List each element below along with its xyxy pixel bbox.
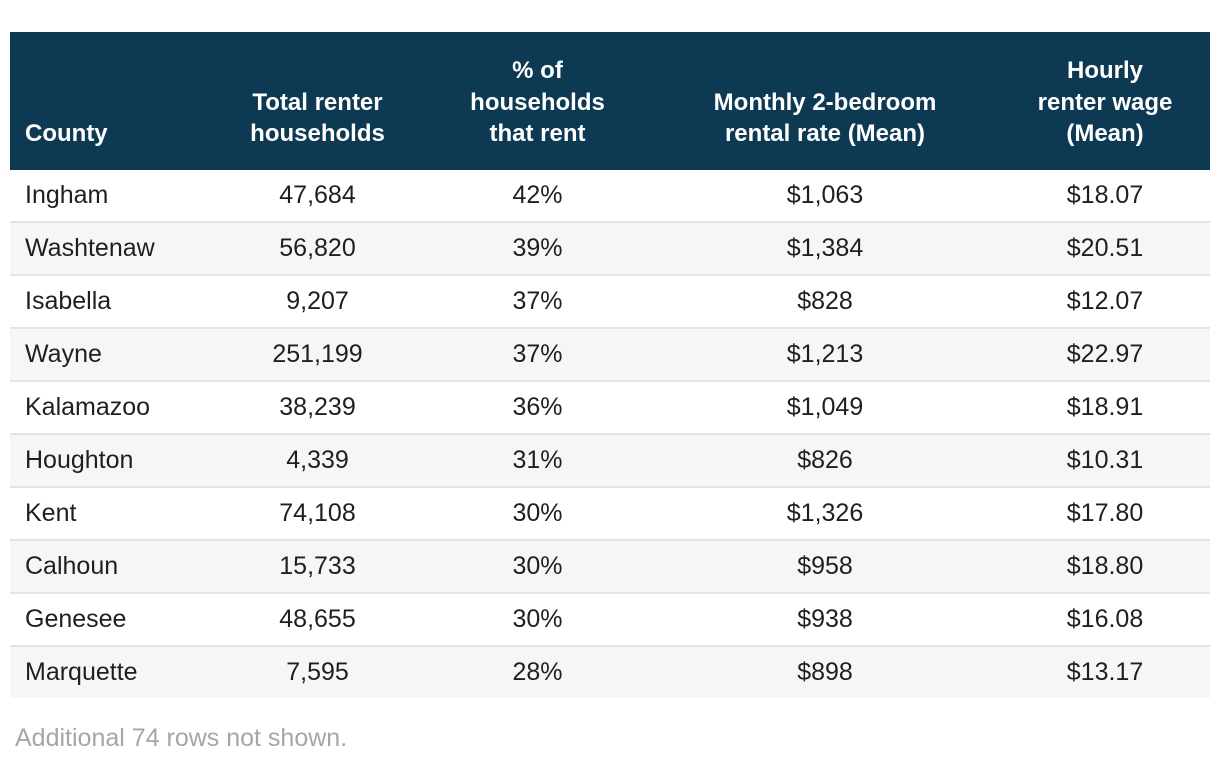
value-cell: 37% [512, 340, 563, 368]
value-cell: $1,049 [786, 393, 864, 421]
value-cell: 30% [512, 605, 563, 633]
value-cell: 31% [512, 446, 563, 474]
value-cell: $898 [797, 658, 853, 686]
county-cell: Kent [25, 499, 77, 527]
value-cell: 47,684 [279, 181, 356, 209]
value-cell: 38,239 [279, 393, 356, 421]
value-cell: 74,108 [279, 499, 356, 527]
table-row: Calhoun 15,733 30% $958 $18.80 [10, 540, 1210, 593]
county-cell: Calhoun [25, 552, 119, 580]
table-row: Kalamazoo 38,239 36% $1,049 $18.91 [10, 381, 1210, 434]
county-cell: Washtenaw [25, 234, 155, 262]
value-cell: $18.07 [1066, 181, 1144, 209]
value-cell: 15,733 [279, 552, 356, 580]
column-header: Hourly renter wage (Mean) [1000, 32, 1210, 170]
table-row: Marquette 7,595 28% $898 $13.17 [10, 646, 1210, 698]
value-cell: $16.08 [1066, 605, 1144, 633]
column-header: Total renter households [210, 32, 425, 170]
value-cell: $958 [797, 552, 853, 580]
county-cell: Houghton [25, 446, 134, 474]
column-header: Monthly 2-bedroom rental rate (Mean) [650, 32, 1000, 170]
value-cell: $1,213 [786, 340, 864, 368]
value-cell: 37% [512, 287, 563, 315]
table-header: County Total renter households% of househ… [10, 32, 1210, 170]
value-cell: 9,207 [286, 287, 349, 315]
value-cell: 251,199 [272, 340, 363, 368]
value-cell: 30% [512, 552, 563, 580]
value-cell: $828 [797, 287, 853, 315]
value-cell: $12.07 [1066, 287, 1144, 315]
value-cell: $18.91 [1066, 393, 1144, 421]
column-header: County [10, 32, 210, 170]
table-row: Isabella 9,207 37% $828 $12.07 [10, 275, 1210, 328]
table-row: Genesee 48,655 30% $938 $16.08 [10, 593, 1210, 646]
value-cell: $17.80 [1066, 499, 1144, 527]
county-cell: Wayne [25, 340, 102, 368]
value-cell: 42% [512, 181, 563, 209]
county-cell: Marquette [25, 658, 138, 686]
value-cell: $826 [797, 446, 853, 474]
value-cell: $938 [797, 605, 853, 633]
value-cell: 7,595 [286, 658, 349, 686]
value-cell: $18.80 [1066, 552, 1144, 580]
value-cell: $1,063 [786, 181, 864, 209]
table-body: Ingham 47,684 42% $1,063 $18.07 Washtenaw 56,8… [10, 170, 1210, 698]
value-cell: 56,820 [279, 234, 356, 262]
table-row: Kent 74,108 30% $1,326 $17.80 [10, 487, 1210, 540]
value-cell: 4,339 [286, 446, 349, 474]
value-cell: 28% [512, 658, 563, 686]
column-header: % of households that rent [425, 32, 650, 170]
footer-note: Additional 74 rows not shown. [15, 724, 348, 752]
value-cell: 48,655 [279, 605, 356, 633]
value-cell: 36% [512, 393, 563, 421]
value-cell: 39% [512, 234, 563, 262]
table-row: Ingham 47,684 42% $1,063 $18.07 [10, 170, 1210, 222]
value-cell: $1,384 [786, 234, 864, 262]
county-cell: Genesee [25, 605, 127, 633]
renter-data-table: County Total renter households% of househ… [10, 32, 1210, 698]
county-cell: Ingham [25, 181, 109, 209]
table-row: Houghton 4,339 31% $826 $10.31 [10, 434, 1210, 487]
table-header-row: County Total renter households% of househ… [10, 32, 1210, 170]
value-cell: $10.31 [1066, 446, 1144, 474]
county-cell: Isabella [25, 287, 112, 315]
table-row: Wayne 251,199 37% $1,213 $22.97 [10, 328, 1210, 381]
table-row: Washtenaw 56,820 39% $1,384 $20.51 [10, 222, 1210, 275]
value-cell: $1,326 [786, 499, 864, 527]
value-cell: $13.17 [1066, 658, 1144, 686]
value-cell: 30% [512, 499, 563, 527]
value-cell: $22.97 [1066, 340, 1144, 368]
value-cell: $20.51 [1066, 234, 1144, 262]
county-cell: Kalamazoo [25, 393, 151, 421]
